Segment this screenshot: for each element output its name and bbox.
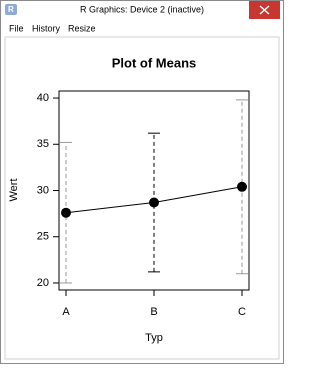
close-icon [259, 5, 270, 15]
y-tick-label: 30 [37, 184, 49, 196]
window: R R Graphics: Device 2 (inactive) File H… [0, 0, 284, 364]
title-bar [1, 1, 283, 20]
y-tick-label: 35 [37, 138, 49, 150]
x-tick-label: A [62, 306, 70, 318]
y-axis-label: Wert [8, 178, 20, 201]
y-tick-label: 25 [37, 231, 49, 243]
x-axis-label: Typ [145, 332, 163, 344]
mean-point [61, 207, 71, 218]
mean-point [149, 197, 159, 208]
menu-item[interactable]: Resize [68, 23, 96, 33]
chart-title: Plot of Means [112, 55, 197, 70]
app-icon-letter: R [8, 5, 14, 14]
menu-item[interactable]: File [9, 23, 24, 33]
x-tick-label: C [238, 306, 246, 318]
app-icon [5, 4, 17, 15]
mean-point [237, 181, 247, 192]
window-title: R Graphics: Device 2 (inactive) [80, 4, 204, 14]
y-tick-label: 40 [37, 92, 49, 104]
x-tick-label: B [150, 306, 157, 318]
y-tick-label: 20 [37, 277, 49, 289]
menu-bar [1, 20, 283, 36]
menu-item[interactable]: History [32, 23, 61, 33]
